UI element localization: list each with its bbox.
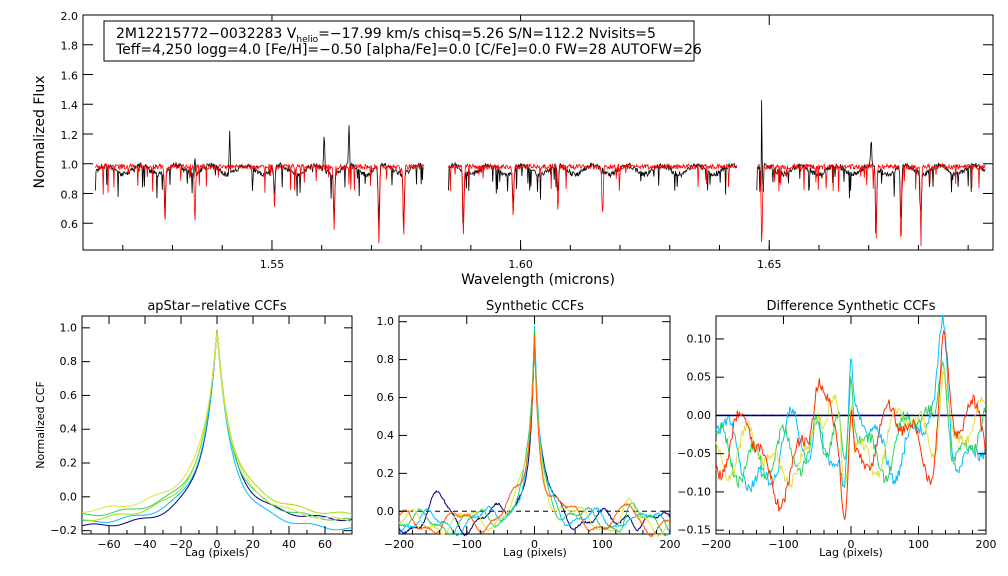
spectrum-panel: 1.55 1.60 1.65 0.6 0.8 1.0 1.2 1.4 1.6 1.8 2.0 2M1…: [32, 10, 993, 288]
difference-ccf-ytick-label: 0.05: [687, 371, 712, 384]
annotation-line-1-prefix: 2M12215772−0032283 V: [116, 26, 297, 42]
difference-ccf-xtick-label: 100: [908, 538, 929, 551]
spectrum-ytick-label: 2.0: [61, 10, 79, 23]
apstar-ccf-xtick-label: 60: [318, 538, 332, 551]
synthetic-ccf-ytick-label: 0.2: [377, 467, 395, 480]
difference-ccf-panel: Difference Synthetic CCFs −200 −100 0 100 20…: [677, 299, 996, 559]
figure: 1.55 1.60 1.65 0.6 0.8 1.0 1.2 1.4 1.6 1.8 2.0 2M1…: [0, 0, 1008, 576]
apstar-ccf-series-2: [82, 332, 352, 530]
spectrum-ylabel: Normalized Flux: [32, 76, 48, 189]
difference-ccf-ytick-label: 0.10: [687, 332, 712, 345]
spectrum-series-observed: [95, 100, 985, 232]
difference-ccf-lines: [716, 315, 986, 520]
apstar-ccf-title: apStar−relative CCFs: [147, 299, 287, 314]
spectrum-ytick-label: 0.8: [61, 188, 79, 201]
apstar-ccf-ytick-label: 0.4: [60, 423, 78, 436]
apstar-ccf-ylabel: Normalized CCF: [34, 381, 47, 469]
synthetic-ccf-ytick-label: 0.0: [377, 505, 395, 518]
synthetic-ccf-panel: Synthetic CCFs −200 −100 0 100 2000.00.20.40…: [377, 299, 681, 559]
spectrum-ytick-label: 1.6: [61, 69, 79, 82]
apstar-ccf-lines: [82, 329, 352, 529]
synthetic-ccf-xlabel: Lag (pixels): [503, 546, 567, 559]
synthetic-ccf-xtick-label: 100: [592, 538, 613, 551]
apstar-ccf-xtick-label: −60: [97, 538, 120, 551]
spectrum-ytick-label: 1.2: [61, 129, 79, 142]
difference-ccf-title: Difference Synthetic CCFs: [766, 299, 935, 314]
apstar-ccf-panel: apStar−relative CCFs −60 −40 −20 0 20 40 60−0.…: [34, 299, 352, 559]
synthetic-ccf-ytick-label: 1.0: [377, 315, 395, 328]
spectrum-xlabel: Wavelength (microns): [461, 272, 615, 288]
spectrum-ytick-label: 0.6: [61, 218, 79, 231]
spectrum-xtick-label: 1.65: [757, 258, 782, 271]
synthetic-ccf-lines: [399, 326, 670, 537]
difference-ccf-series-4: [716, 369, 985, 487]
apstar-ccf-series-4: [82, 329, 352, 520]
synthetic-ccf-xtick-label: 200: [660, 538, 681, 551]
spectrum-series-model: [95, 164, 985, 246]
synthetic-ccf-xtick-label: −100: [452, 538, 482, 551]
apstar-ccf-xtick-label: 40: [282, 538, 296, 551]
apstar-ccf-series-3: [82, 330, 352, 520]
difference-ccf-ytick-label: −0.05: [677, 447, 711, 460]
spectrum-lines: [95, 100, 985, 246]
difference-ccf-xtick-label: −100: [768, 538, 798, 551]
synthetic-ccf-series-2: [399, 326, 670, 536]
synthetic-ccf-ytick-label: 0.4: [377, 429, 395, 442]
synthetic-ccf-ytick-label: 0.6: [377, 391, 395, 404]
spectrum-ytick-label: 1.8: [61, 40, 79, 53]
spectrum-ytick-label: 1.4: [61, 99, 79, 112]
synthetic-ccf-title: Synthetic CCFs: [486, 299, 584, 314]
difference-ccf-ytick-label: −0.15: [677, 524, 711, 537]
difference-ccf-ytick-label: 0.00: [687, 409, 712, 422]
apstar-ccf-ytick-label: 1.0: [60, 321, 78, 334]
apstar-ccf-ytick-label: −0.2: [50, 524, 77, 537]
apstar-ccf-ytick-label: 0.2: [60, 457, 78, 470]
apstar-ccf-ytick-label: 0.6: [60, 389, 78, 402]
spectrum-annotation: 2M12215772−0032283 Vhelio=−17.99 km/s ch…: [104, 21, 702, 61]
spectrum-xtick-label: 1.60: [508, 258, 533, 271]
synthetic-ccf-xtick-label: −200: [384, 538, 414, 551]
apstar-ccf-ytick-label: 0.8: [60, 355, 78, 368]
apstar-ccf-series-1: [82, 330, 352, 526]
apstar-ccf-series-5: [82, 333, 352, 522]
spectrum-xtick-label: 1.55: [260, 258, 285, 271]
difference-ccf-xtick-label: −200: [701, 538, 731, 551]
difference-ccf-ytick-label: −0.10: [677, 485, 711, 498]
annotation-line-2: Teff=4,250 logg=4.0 [Fe/H]=−0.50 [alpha/…: [115, 42, 702, 58]
synthetic-ccf-ytick-label: 0.8: [377, 353, 395, 366]
annotation-line-1-suffix: =−17.99 km/s chisq=5.26 S/N=112.2 Nvisit…: [318, 26, 656, 42]
apstar-ccf-frame: [82, 316, 352, 534]
apstar-ccf-xtick-label: −40: [133, 538, 156, 551]
spectrum-ytick-label: 1.0: [61, 159, 79, 172]
difference-ccf-xlabel: Lag (pixels): [819, 546, 883, 559]
difference-ccf-xtick-label: 200: [976, 538, 997, 551]
apstar-ccf-xlabel: Lag (pixels): [185, 546, 249, 559]
apstar-ccf-ytick-label: 0.0: [60, 490, 78, 503]
